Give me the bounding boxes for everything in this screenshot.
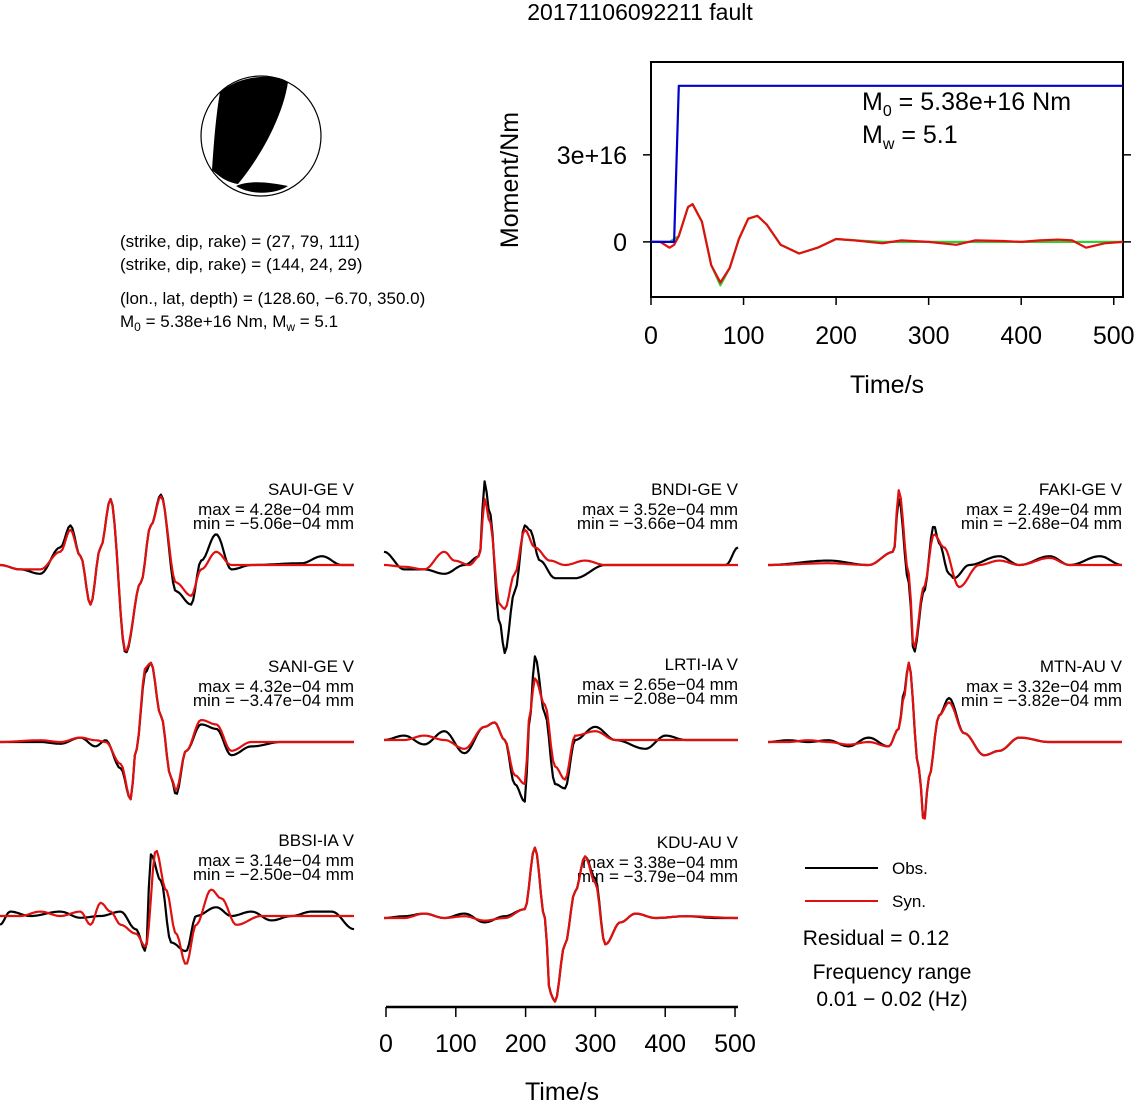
waveform-xtick-label: 300: [575, 1030, 617, 1058]
station-name: SAUI-GE V: [268, 480, 355, 499]
synthetic-trace: [768, 489, 1122, 649]
station-max: max = 3.32e−04 mm: [966, 677, 1122, 696]
station-max: max = 3.14e−04 mm: [198, 851, 354, 870]
legend-syn-label: Syn.: [892, 892, 926, 911]
moment-axis-ticks: 0 100 200 300 400 500 0 3e+16: [557, 142, 1135, 350]
synthetic-trace: [384, 497, 738, 611]
moment-ytick-label: 3e+16: [557, 142, 627, 170]
moment-xtick-label: 200: [815, 322, 857, 350]
frequency-range-label: Frequency range: [813, 961, 972, 984]
waveform-xlabel: Time/s: [525, 1078, 599, 1104]
residual-value: Residual = 0.12: [803, 927, 950, 950]
figure-title: 20171106092211 fault: [527, 0, 753, 25]
station-min: min = −3.79e−04 mm: [577, 867, 738, 886]
station-min: min = −2.50e−04 mm: [193, 865, 354, 884]
station-min: min = −3.66e−04 mm: [577, 514, 738, 533]
station-max: max = 3.38e−04 mm: [582, 853, 738, 872]
beachball-compressional-quadrant: [212, 76, 288, 184]
station-max: max = 2.49e−04 mm: [966, 500, 1122, 519]
waveform-time-axis: 0 100 200 300 400 500 Time/s: [379, 1005, 756, 1104]
waveform-xtick-label: 100: [435, 1030, 477, 1058]
hypocenter-location: (lon., lat, depth) = (128.60, −6.70, 350…: [120, 289, 425, 308]
moment-ylabel: Moment/Nm: [496, 112, 524, 248]
moment-magnitude-summary: M0 = 5.38e+16 Nm, Mw = 5.1: [120, 312, 338, 334]
observed-trace: [383, 655, 738, 803]
station-name: BNDI-GE V: [651, 480, 739, 499]
station-min: min = −3.82e−04 mm: [961, 691, 1122, 710]
waveform-xtick-label: 0: [379, 1030, 393, 1058]
station-min: min = −2.68e−04 mm: [961, 514, 1122, 533]
station-name: BBSI-IA V: [278, 831, 354, 850]
moment-xlabel: Time/s: [850, 371, 924, 399]
frequency-range-value: 0.01 − 0.02 (Hz): [816, 988, 967, 1011]
station-name: MTN-AU V: [1040, 657, 1123, 676]
nodal-plane-1: (strike, dip, rake) = (27, 79, 111): [120, 232, 360, 251]
station-max: max = 4.28e−04 mm: [198, 500, 354, 519]
waveform-xtick-label: 400: [644, 1030, 686, 1058]
station-min: min = −2.08e−04 mm: [577, 689, 738, 708]
station-max: max = 2.65e−04 mm: [582, 675, 738, 694]
moment-xtick-label: 300: [908, 322, 950, 350]
moment-series: [651, 84, 1124, 287]
waveform-xtick-label: 500: [714, 1030, 756, 1058]
legend: Obs. Syn. Residual = 0.12 Frequency rang…: [803, 859, 972, 1011]
moment-xtick-label: 500: [1093, 322, 1135, 350]
beachball-lower-quadrant: [236, 182, 288, 193]
moment-annotation-mw: Mw = 5.1: [862, 121, 958, 153]
synthetic-trace: [0, 495, 354, 652]
legend-obs-label: Obs.: [892, 859, 928, 878]
waveform-xtick-label: 200: [505, 1030, 547, 1058]
synthetic-trace: [384, 846, 738, 1003]
station-min: min = −3.47e−04 mm: [193, 691, 354, 710]
synthetic-trace: [0, 661, 354, 801]
moment-series-line: [651, 84, 1123, 243]
station-max: max = 4.32e−04 mm: [198, 677, 354, 696]
beachball-diagram: [200, 75, 322, 197]
moment-series-line: [651, 203, 1124, 284]
station-name: SANI-GE V: [268, 657, 355, 676]
nodal-plane-2: (strike, dip, rake) = (144, 24, 29): [120, 255, 362, 274]
station-max: max = 3.52e−04 mm: [582, 500, 738, 519]
station-min: min = −5.06e−04 mm: [193, 514, 354, 533]
synthetic-trace: [384, 677, 738, 786]
moment-ytick-label: 0: [613, 229, 627, 257]
station-name: LRTI-IA V: [665, 655, 739, 674]
station-name: FAKI-GE V: [1039, 480, 1123, 499]
moment-xtick-label: 400: [1000, 322, 1042, 350]
moment-panel-frame: [650, 61, 1124, 298]
moment-series-line: [651, 203, 1123, 287]
synthetic-trace: [768, 661, 1122, 820]
moment-xtick-label: 0: [644, 322, 658, 350]
moment-annotation-m0: M0 = 5.38e+16 Nm: [862, 88, 1071, 120]
focal-mechanism-info: (strike, dip, rake) = (27, 79, 111) (str…: [120, 232, 425, 334]
moment-xtick-label: 100: [723, 322, 765, 350]
synthetic-trace: [0, 849, 354, 965]
station-name: KDU-AU V: [657, 833, 739, 852]
observed-trace: [0, 493, 354, 654]
